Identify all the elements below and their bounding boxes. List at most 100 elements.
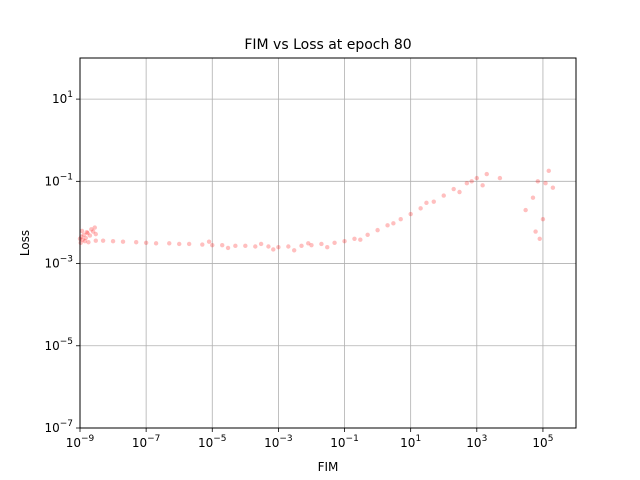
x-tick-label: 10−3 xyxy=(264,434,293,450)
data-point xyxy=(464,181,470,186)
data-point xyxy=(540,216,546,222)
x-tick-exponent: 3 xyxy=(482,434,488,444)
data-point xyxy=(243,243,248,249)
data-point xyxy=(83,235,89,241)
data-point xyxy=(78,240,83,245)
y-tick-exponent: −7 xyxy=(60,419,73,429)
data-point xyxy=(153,241,159,246)
data-point xyxy=(233,243,238,249)
y-tick-label: 10−1 xyxy=(44,172,73,188)
data-point xyxy=(177,241,182,247)
data-point xyxy=(253,244,258,249)
x-tick-label: 101 xyxy=(400,434,421,450)
y-tick-label: 10−5 xyxy=(44,337,73,353)
data-point xyxy=(220,242,225,248)
x-tick-label: 10−9 xyxy=(66,434,95,450)
x-tick-base: 10 xyxy=(466,436,481,450)
data-point xyxy=(385,223,390,228)
data-point xyxy=(90,229,96,234)
y-tick-exponent: −5 xyxy=(60,337,73,347)
data-point xyxy=(523,207,528,213)
x-axis-label: FIM xyxy=(318,460,339,474)
data-point xyxy=(358,237,363,242)
plot-frame xyxy=(79,57,577,429)
data-point xyxy=(391,221,396,226)
data-point xyxy=(271,247,276,252)
data-point xyxy=(186,241,192,247)
data-point xyxy=(546,168,551,174)
data-point xyxy=(342,238,347,244)
data-point xyxy=(365,232,370,238)
x-tick-exponent: −5 xyxy=(213,434,226,444)
data-point xyxy=(120,239,126,244)
data-point xyxy=(291,248,297,253)
x-tick-label: 10−5 xyxy=(198,434,227,450)
data-point xyxy=(325,244,330,250)
y-tick-base: 10 xyxy=(44,421,59,435)
data-point xyxy=(276,244,281,250)
data-point xyxy=(424,200,429,206)
x-tick-base: 10 xyxy=(66,436,81,450)
x-tick-base: 10 xyxy=(330,436,345,450)
data-point xyxy=(81,232,86,238)
data-point xyxy=(480,183,485,188)
data-point xyxy=(85,230,90,236)
y-tick-label: 10−3 xyxy=(44,255,73,271)
data-point xyxy=(550,185,556,190)
data-point xyxy=(225,245,231,251)
x-tick-base: 10 xyxy=(400,436,415,450)
data-point xyxy=(93,231,98,237)
data-point xyxy=(200,242,205,247)
data-point xyxy=(408,211,413,217)
data-point xyxy=(457,189,462,195)
y-tick-base: 10 xyxy=(44,174,59,188)
data-point xyxy=(352,236,357,242)
x-tick-exponent: −1 xyxy=(346,434,359,444)
data-point xyxy=(258,241,264,247)
data-point xyxy=(167,241,172,246)
data-point xyxy=(484,171,489,177)
data-point xyxy=(82,238,88,244)
x-tick-exponent: 5 xyxy=(548,434,554,444)
chart-title: FIM vs Loss at epoch 80 xyxy=(244,37,411,53)
data-point xyxy=(286,244,291,249)
data-point xyxy=(92,225,97,230)
data-point xyxy=(469,179,474,184)
y-tick-label: 10−7 xyxy=(44,419,73,435)
data-point xyxy=(93,238,98,243)
data-point xyxy=(533,229,538,234)
x-tick-exponent: 1 xyxy=(415,434,421,444)
data-point xyxy=(332,240,337,245)
data-point xyxy=(133,240,139,245)
data-point xyxy=(306,241,311,246)
data-point xyxy=(451,186,456,192)
y-tick-exponent: −3 xyxy=(60,255,73,265)
data-points xyxy=(77,168,556,253)
data-point xyxy=(143,240,149,245)
data-point xyxy=(110,238,116,244)
data-point xyxy=(84,229,89,235)
y-tick-exponent: 1 xyxy=(67,90,73,100)
y-tick-label: 101 xyxy=(52,90,73,106)
data-point xyxy=(441,193,446,198)
x-tick-base: 10 xyxy=(198,436,213,450)
data-point xyxy=(319,241,324,247)
y-tick-base: 10 xyxy=(44,339,59,353)
x-tick-base: 10 xyxy=(264,436,279,450)
data-point xyxy=(100,238,106,243)
x-tick-exponent: −9 xyxy=(81,434,95,444)
x-tick-exponent: −7 xyxy=(147,434,160,444)
y-tick-base: 10 xyxy=(44,257,59,271)
x-tick-label: 10−1 xyxy=(330,434,359,450)
data-point xyxy=(497,175,503,181)
data-point xyxy=(309,242,314,248)
y-tick-base: 10 xyxy=(52,92,67,106)
data-point xyxy=(375,227,380,233)
x-tick-label: 10−7 xyxy=(132,434,161,450)
y-axis-label: Loss xyxy=(18,230,32,256)
data-point xyxy=(206,239,212,244)
data-point xyxy=(543,181,548,186)
